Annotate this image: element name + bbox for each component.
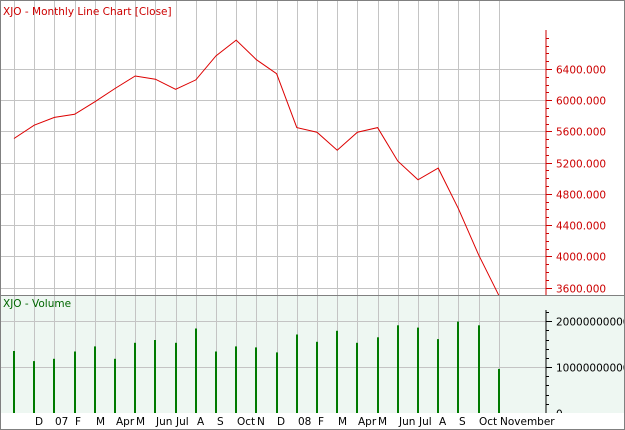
volume-bar — [417, 327, 419, 413]
x-axis-tick-label: A — [439, 416, 447, 428]
x-axis-tick-label: M — [136, 416, 145, 428]
volume-chart-title: XJO - Volume — [3, 298, 71, 310]
price-axis-tick-label: 5600.000 — [556, 127, 606, 139]
x-axis-tick-label: M — [338, 416, 347, 428]
volume-bar — [276, 352, 278, 413]
volume-bar — [316, 341, 318, 413]
volume-bar — [336, 330, 338, 413]
volume-panel: 20000000000100000000000 XJO - Volume — [0, 295, 625, 430]
x-axis-tick-label: 07 — [55, 416, 68, 428]
price-axis-tick-label: 6400.000 — [556, 65, 606, 77]
volume-bar — [53, 358, 55, 413]
volume-bar — [377, 337, 379, 414]
volume-bar — [215, 351, 217, 413]
x-axis-tick-label: 08 — [298, 416, 311, 428]
volume-bar — [33, 361, 35, 413]
volume-bar — [437, 339, 439, 413]
x-axis-tick-label: Apr — [358, 416, 377, 428]
price-axis-tick-label: 4400.000 — [556, 221, 606, 233]
x-axis-tick-label: D — [277, 416, 285, 428]
volume-bar — [296, 334, 298, 413]
volume-axis-tick-label: 10000000000 — [556, 363, 625, 375]
volume-bar — [134, 342, 136, 413]
x-axis-tick-label: Jul — [175, 416, 189, 428]
volume-bar — [175, 342, 177, 413]
x-axis-tick-label: Apr — [116, 416, 135, 428]
price-axis-labels: 6400.000 6000.000 5600.000 5200.000 4800.000… — [546, 65, 606, 296]
x-axis-tick-label: S — [459, 416, 466, 428]
x-axis-labels: D 07 F M Apr M Jun Jul A S Oct N D 08 F M Apr M Jun Jul A S Oc… — [35, 416, 555, 428]
x-axis-tick-label: A — [197, 416, 205, 428]
x-axis-tick-label: November — [500, 416, 555, 428]
x-axis-tick-label: Oct — [479, 416, 497, 428]
volume-axis-tick-label: 20000000000 — [556, 317, 625, 329]
price-axis-tick-label: 4000.000 — [556, 252, 606, 264]
volume-bar — [13, 351, 15, 413]
volume-bar — [478, 325, 480, 413]
volume-bar — [114, 358, 116, 413]
volume-bar — [457, 321, 459, 413]
volume-bar — [74, 351, 76, 413]
price-axis-tick-label: 3600.000 — [556, 284, 606, 296]
volume-bar — [397, 325, 399, 413]
price-chart-title: XJO - Monthly Line Chart [Close] — [3, 6, 172, 18]
x-axis-tick-label: M — [96, 416, 105, 428]
x-axis-background — [0, 413, 625, 430]
volume-bar — [356, 342, 358, 413]
x-axis-tick-label: F — [318, 416, 324, 428]
volume-bar — [195, 328, 197, 413]
volume-bar — [94, 346, 96, 413]
x-axis-tick-label: Jul — [418, 416, 432, 428]
volume-bar — [235, 346, 237, 413]
volume-panel-background — [0, 295, 625, 430]
price-axis-tick-label: 4800.000 — [556, 190, 606, 202]
x-axis-tick-label: M — [378, 416, 387, 428]
x-axis-tick-label: Jun — [398, 416, 415, 428]
x-axis: D 07 F M Apr M Jun Jul A S Oct N D 08 F M Apr M Jun Jul A S Oc… — [0, 413, 625, 430]
x-axis-tick-label: N — [257, 416, 265, 428]
volume-bar — [255, 347, 257, 413]
price-axis-tick-label: 5200.000 — [556, 159, 606, 171]
x-axis-tick-label: F — [75, 416, 81, 428]
price-axis-tick-label: 6000.000 — [556, 96, 606, 108]
price-panel: 6400.000 6000.000 5600.000 5200.000 4800.000… — [0, 0, 625, 296]
volume-bar — [498, 368, 500, 413]
x-axis-tick-label: D — [35, 416, 43, 428]
x-axis-tick-label: Jun — [155, 416, 172, 428]
volume-bar — [154, 340, 156, 413]
x-axis-tick-label: Oct — [237, 416, 255, 428]
price-panel-background — [0, 0, 625, 295]
x-axis-tick-label: S — [217, 416, 224, 428]
volume-bars — [13, 321, 500, 414]
price-grid — [0, 0, 546, 295]
